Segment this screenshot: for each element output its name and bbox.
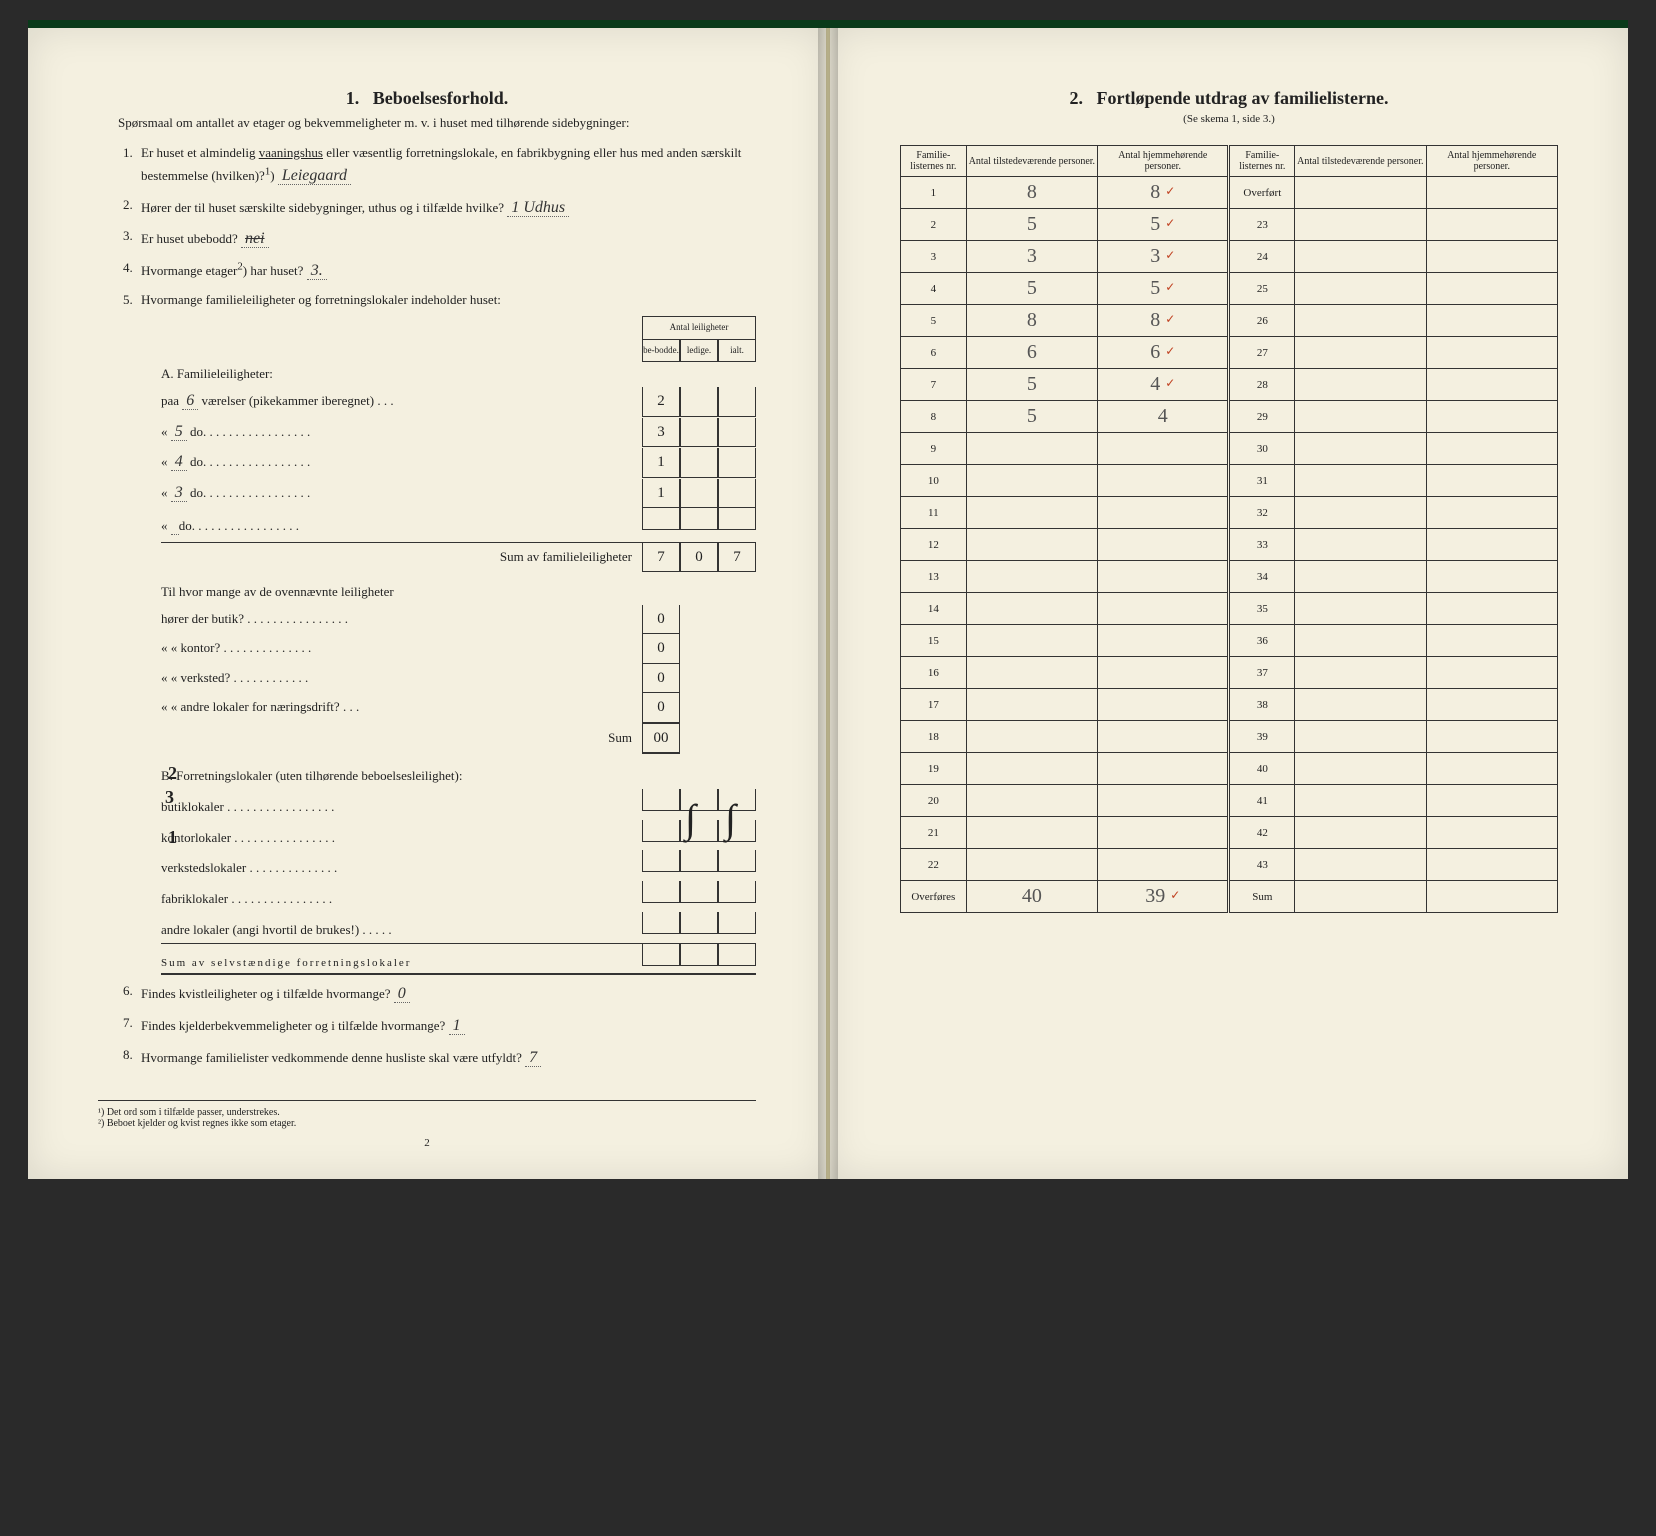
table-row: 854 29: [901, 401, 1558, 433]
question-2: 2. Hører der til huset særskilte sidebyg…: [123, 195, 756, 221]
table-row: « « verksted? . . . . . . . . . . . . 0: [161, 664, 756, 694]
tick-icon: ✓: [1165, 216, 1175, 230]
table-header-row: Familie-listernes nr. Antal tilstedevære…: [901, 146, 1558, 177]
section-title-text: Beboelsesforhold.: [373, 88, 509, 108]
table-row: 666 ✓27: [901, 337, 1558, 369]
left-section-title: 1. Beboelsesforhold.: [98, 88, 756, 109]
footnote-2: ²) Beboet kjelder og kvist regnes ikke s…: [98, 1118, 756, 1129]
question-1: 1. Er huset et almindelig vaaningshus el…: [123, 143, 756, 189]
right-section-title: 2. Fortløpende utdrag av familielisterne…: [900, 88, 1558, 109]
table-row: 15 36: [901, 625, 1558, 657]
table-row: hører der butik? . . . . . . . . . . . .…: [161, 605, 756, 635]
table-row: verkstedslokaler . . . . . . . . . . . .…: [161, 850, 756, 881]
table-row: 588 ✓26: [901, 305, 1558, 337]
table-row: fabriklokaler . . . . . . . . . . . . . …: [161, 881, 756, 912]
section-b-title: B. Forretningslokaler (uten tilhørende b…: [161, 764, 756, 789]
tick-icon: ✓: [1170, 888, 1180, 902]
table-row: 19 40: [901, 753, 1558, 785]
table-row: 14 35: [901, 593, 1558, 625]
q1-answer: Leiegaard: [278, 167, 351, 185]
extract-table: Familie-listernes nr. Antal tilstedevære…: [900, 145, 1558, 913]
question-7: 7. Findes kjelderbekvemmeligheter og i t…: [123, 1013, 756, 1039]
section-a-title: A. Familieleiligheter:: [161, 362, 756, 387]
inner-table: Antal leiligheter be-bodde. ledige. ialt…: [161, 316, 756, 975]
right-page: 2. Fortløpende utdrag av familielisterne…: [828, 28, 1628, 1179]
questions-list: 1. Er huset et almindelig vaaningshus el…: [123, 143, 756, 1071]
table-row: « 4 do. . . . . . . . . . . . . . . . . …: [161, 447, 756, 478]
table-row: 12 33: [901, 529, 1558, 561]
table-row: kontorlokaler . . . . . . . . . . . . . …: [161, 820, 756, 851]
section-number: 1.: [346, 88, 360, 108]
table-row: 455 ✓25: [901, 273, 1558, 305]
tick-icon: ✓: [1165, 184, 1175, 198]
table-row: butiklokaler . . . . . . . . . . . . . .…: [161, 789, 756, 820]
table-row: 13 34: [901, 561, 1558, 593]
left-page: 1. Beboelsesforhold. Spørsmaal om antall…: [28, 28, 828, 1179]
q4-answer: 3.: [307, 262, 327, 280]
tick-icon: ✓: [1165, 248, 1175, 262]
question-3: 3. Er huset ubebodd? nei: [123, 226, 756, 252]
table-row: 9 30: [901, 433, 1558, 465]
footnotes: ¹) Det ord som i tilfælde passer, unders…: [98, 1100, 756, 1129]
table-row: 10 31: [901, 465, 1558, 497]
question-8: 8. Hvormange familielister vedkommende d…: [123, 1045, 756, 1071]
table-row: « « kontor? . . . . . . . . . . . . . . …: [161, 634, 756, 664]
book-spine: [818, 28, 838, 1179]
table-row: 22 43: [901, 849, 1558, 881]
tick-icon: ✓: [1165, 280, 1175, 294]
table-row: 18 39: [901, 721, 1558, 753]
table-row: 188 ✓Overført: [901, 177, 1558, 209]
table-footer-row: Overføres 40 39 ✓ Sum: [901, 881, 1558, 913]
table-row: andre lokaler (angi hvortil de brukes!) …: [161, 912, 756, 943]
right-subtitle: (Se skema 1, side 3.): [900, 113, 1558, 125]
question-6: 6. Findes kvistleiligheter og i tilfælde…: [123, 981, 756, 1007]
q3-answer: nei: [241, 230, 269, 248]
table-row: 21 42: [901, 817, 1558, 849]
table-row: 11 32: [901, 497, 1558, 529]
table-row: 16 37: [901, 657, 1558, 689]
table-row: 255 ✓23: [901, 209, 1558, 241]
tick-icon: ✓: [1165, 344, 1175, 358]
footnote-1: ¹) Det ord som i tilfælde passer, unders…: [98, 1107, 756, 1118]
table-row: « « andre lokaler for næringsdrift? . . …: [161, 693, 756, 723]
table-row: 333 ✓24: [901, 241, 1558, 273]
table-row: 754 ✓28: [901, 369, 1558, 401]
tick-icon: ✓: [1165, 376, 1175, 390]
table-row: 17 38: [901, 689, 1558, 721]
table-row: « do. . . . . . . . . . . . . . . . .: [161, 508, 756, 541]
tick-icon: ✓: [1165, 312, 1175, 326]
question-4: 4. Hvormange etager2) har huset? 3.: [123, 258, 756, 284]
question-5: 5. Hvormange familieleiligheter og forre…: [123, 290, 756, 976]
table-row: 20 41: [901, 785, 1558, 817]
page-number: 2: [28, 1137, 826, 1149]
q2-answer: 1 Udhus: [507, 199, 569, 217]
census-book-spread: 1. Beboelsesforhold. Spørsmaal om antall…: [28, 20, 1628, 1179]
table-row: paa 6 værelser (pikekammer iberegnet) . …: [161, 386, 756, 417]
intro-text: Spørsmaal om antallet av etager og bekve…: [98, 113, 756, 133]
table-row: « 3 do. . . . . . . . . . . . . . . . . …: [161, 478, 756, 509]
table-row: « 5 do. . . . . . . . . . . . . . . . . …: [161, 417, 756, 448]
